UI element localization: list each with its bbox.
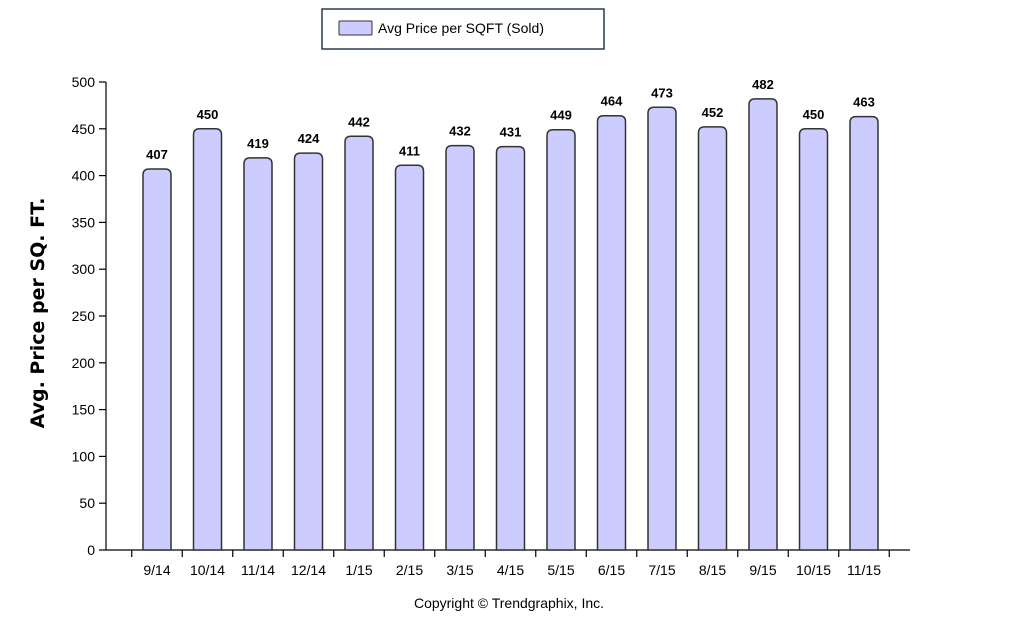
x-tick-label: 9/14 [143,562,170,578]
data-label: 464 [601,94,623,109]
y-tick-label: 300 [72,261,96,277]
y-tick-label: 450 [72,121,96,137]
x-tick-label: 10/15 [796,562,831,578]
bar [798,128,829,551]
bar [748,98,778,551]
x-tick-label: 1/15 [345,562,372,578]
x-tick-label: 10/14 [190,562,225,578]
copyright-footer: Copyright © Trendgraphix, Inc. [414,595,604,611]
data-label: 449 [550,108,572,123]
data-label: 407 [146,147,168,162]
x-tick-label: 2/15 [396,562,423,578]
data-label: 452 [702,105,724,120]
legend-swatch [338,20,373,36]
bar [394,164,425,551]
bar [647,106,677,551]
x-tick-label: 11/14 [241,562,275,578]
x-tick-label: 6/15 [598,562,625,578]
data-label: 450 [197,107,219,122]
bar [445,144,475,551]
bars [142,98,879,551]
legend: Avg Price per SQFT (Sold) [321,8,605,50]
x-tick-label: 12/14 [291,562,326,578]
bar [293,152,324,551]
x-tick-label: 7/15 [648,562,675,578]
bar [596,114,627,551]
x-tick-label: 8/15 [699,562,726,578]
bar [344,135,374,551]
data-labels: 407 450 419 424 442 411 432 431 449 464 473 452 482 4… [146,77,875,162]
y-tick-label: 250 [72,308,96,324]
data-label: 463 [853,95,875,110]
data-label: 432 [449,124,471,139]
data-label: 473 [651,85,673,100]
y-tick-label: 500 [72,74,96,90]
data-label: 482 [752,77,774,92]
data-label: 411 [399,143,420,158]
x-tick-label: 5/15 [547,562,574,578]
legend-label: Avg Price per SQFT (Sold) [378,20,544,36]
y-axis-title: Avg. Price per SQ. FT. [27,198,49,429]
data-label: 424 [298,131,320,146]
x-tick-label: 11/15 [847,562,881,578]
bar [546,128,576,551]
y-tick-label: 200 [72,355,96,371]
x-tick-label: 9/15 [749,562,776,578]
x-tick-label: 4/15 [497,562,524,578]
data-label: 442 [348,114,370,129]
bar [142,168,172,551]
bar [192,128,223,551]
y-ticks: 0 50 100 150 200 250 300 350 400 450 500 [72,74,106,558]
bar [495,145,526,551]
bar [697,126,728,551]
x-ticks: 9/14 10/14 11/14 12/14 1/15 2/15 3/15 4/15 5/15 6… [131,550,890,578]
y-tick-label: 50 [79,495,95,511]
data-label: 431 [500,125,522,140]
y-tick-label: 150 [72,402,96,418]
data-label: 419 [247,136,269,151]
y-tick-label: 100 [72,448,96,464]
y-tick-label: 400 [72,168,96,184]
data-label: 450 [803,107,825,122]
y-tick-label: 0 [87,542,95,558]
bar [243,157,273,551]
y-tick-label: 350 [72,214,96,230]
x-tick-label: 3/15 [446,562,473,578]
bar [849,115,879,551]
